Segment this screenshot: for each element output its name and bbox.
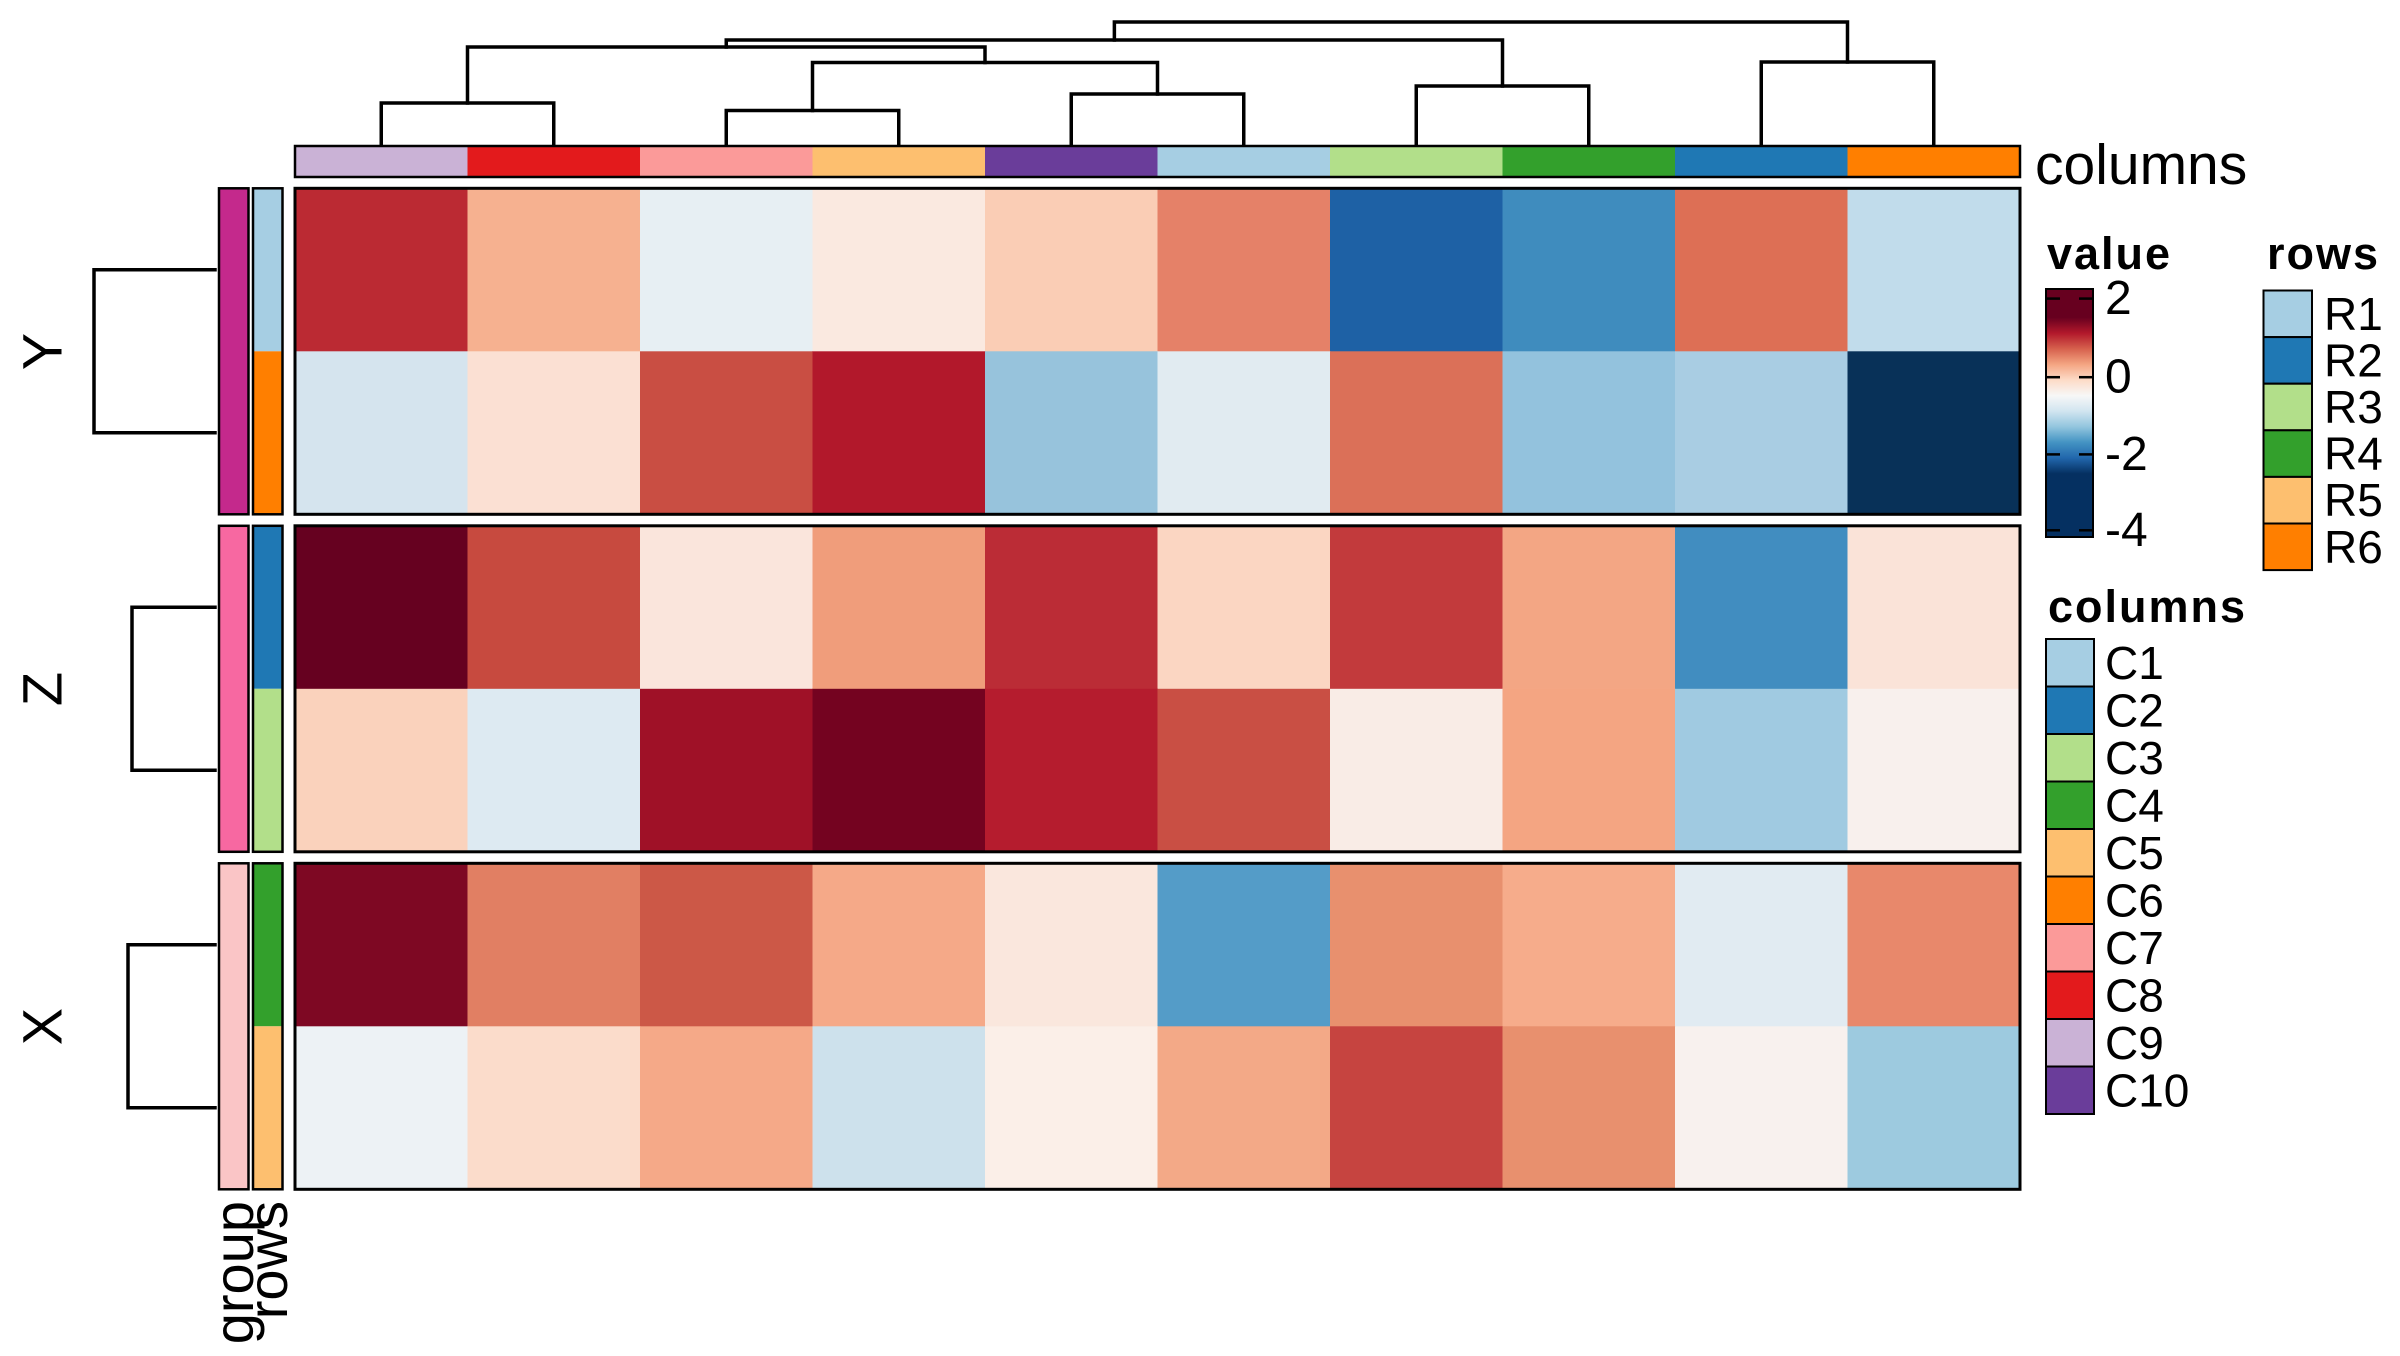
svg-text:0: 0 xyxy=(2105,351,2132,404)
svg-text:R4: R4 xyxy=(2324,428,2383,480)
svg-text:2: 2 xyxy=(2105,272,2132,325)
svg-text:group: group xyxy=(202,1201,265,1344)
svg-text:value: value xyxy=(2047,228,2172,279)
svg-text:R3: R3 xyxy=(2324,381,2383,433)
svg-text:-4: -4 xyxy=(2105,504,2148,557)
svg-text:C3: C3 xyxy=(2105,732,2164,784)
svg-text:R2: R2 xyxy=(2324,334,2383,386)
svg-text:rows: rows xyxy=(236,1201,299,1319)
svg-text:R5: R5 xyxy=(2324,474,2383,526)
svg-text:C7: C7 xyxy=(2105,922,2164,974)
svg-text:C8: C8 xyxy=(2105,969,2164,1021)
svg-text:C6: C6 xyxy=(2105,874,2164,926)
svg-text:R1: R1 xyxy=(2324,288,2383,340)
svg-text:R6: R6 xyxy=(2324,521,2383,573)
svg-text:columns: columns xyxy=(2035,133,2247,197)
svg-text:C10: C10 xyxy=(2105,1064,2189,1116)
svg-text:C2: C2 xyxy=(2105,684,2164,736)
svg-text:C9: C9 xyxy=(2105,1017,2164,1069)
svg-text:rows: rows xyxy=(2267,228,2380,279)
svg-text:C4: C4 xyxy=(2105,779,2164,831)
svg-text:C5: C5 xyxy=(2105,827,2164,879)
svg-text:Z: Z xyxy=(11,672,74,706)
svg-text:-2: -2 xyxy=(2105,428,2148,481)
svg-text:Y: Y xyxy=(11,333,74,370)
svg-text:C1: C1 xyxy=(2105,637,2164,689)
svg-text:columns: columns xyxy=(2048,581,2247,632)
svg-text:X: X xyxy=(11,1008,74,1045)
